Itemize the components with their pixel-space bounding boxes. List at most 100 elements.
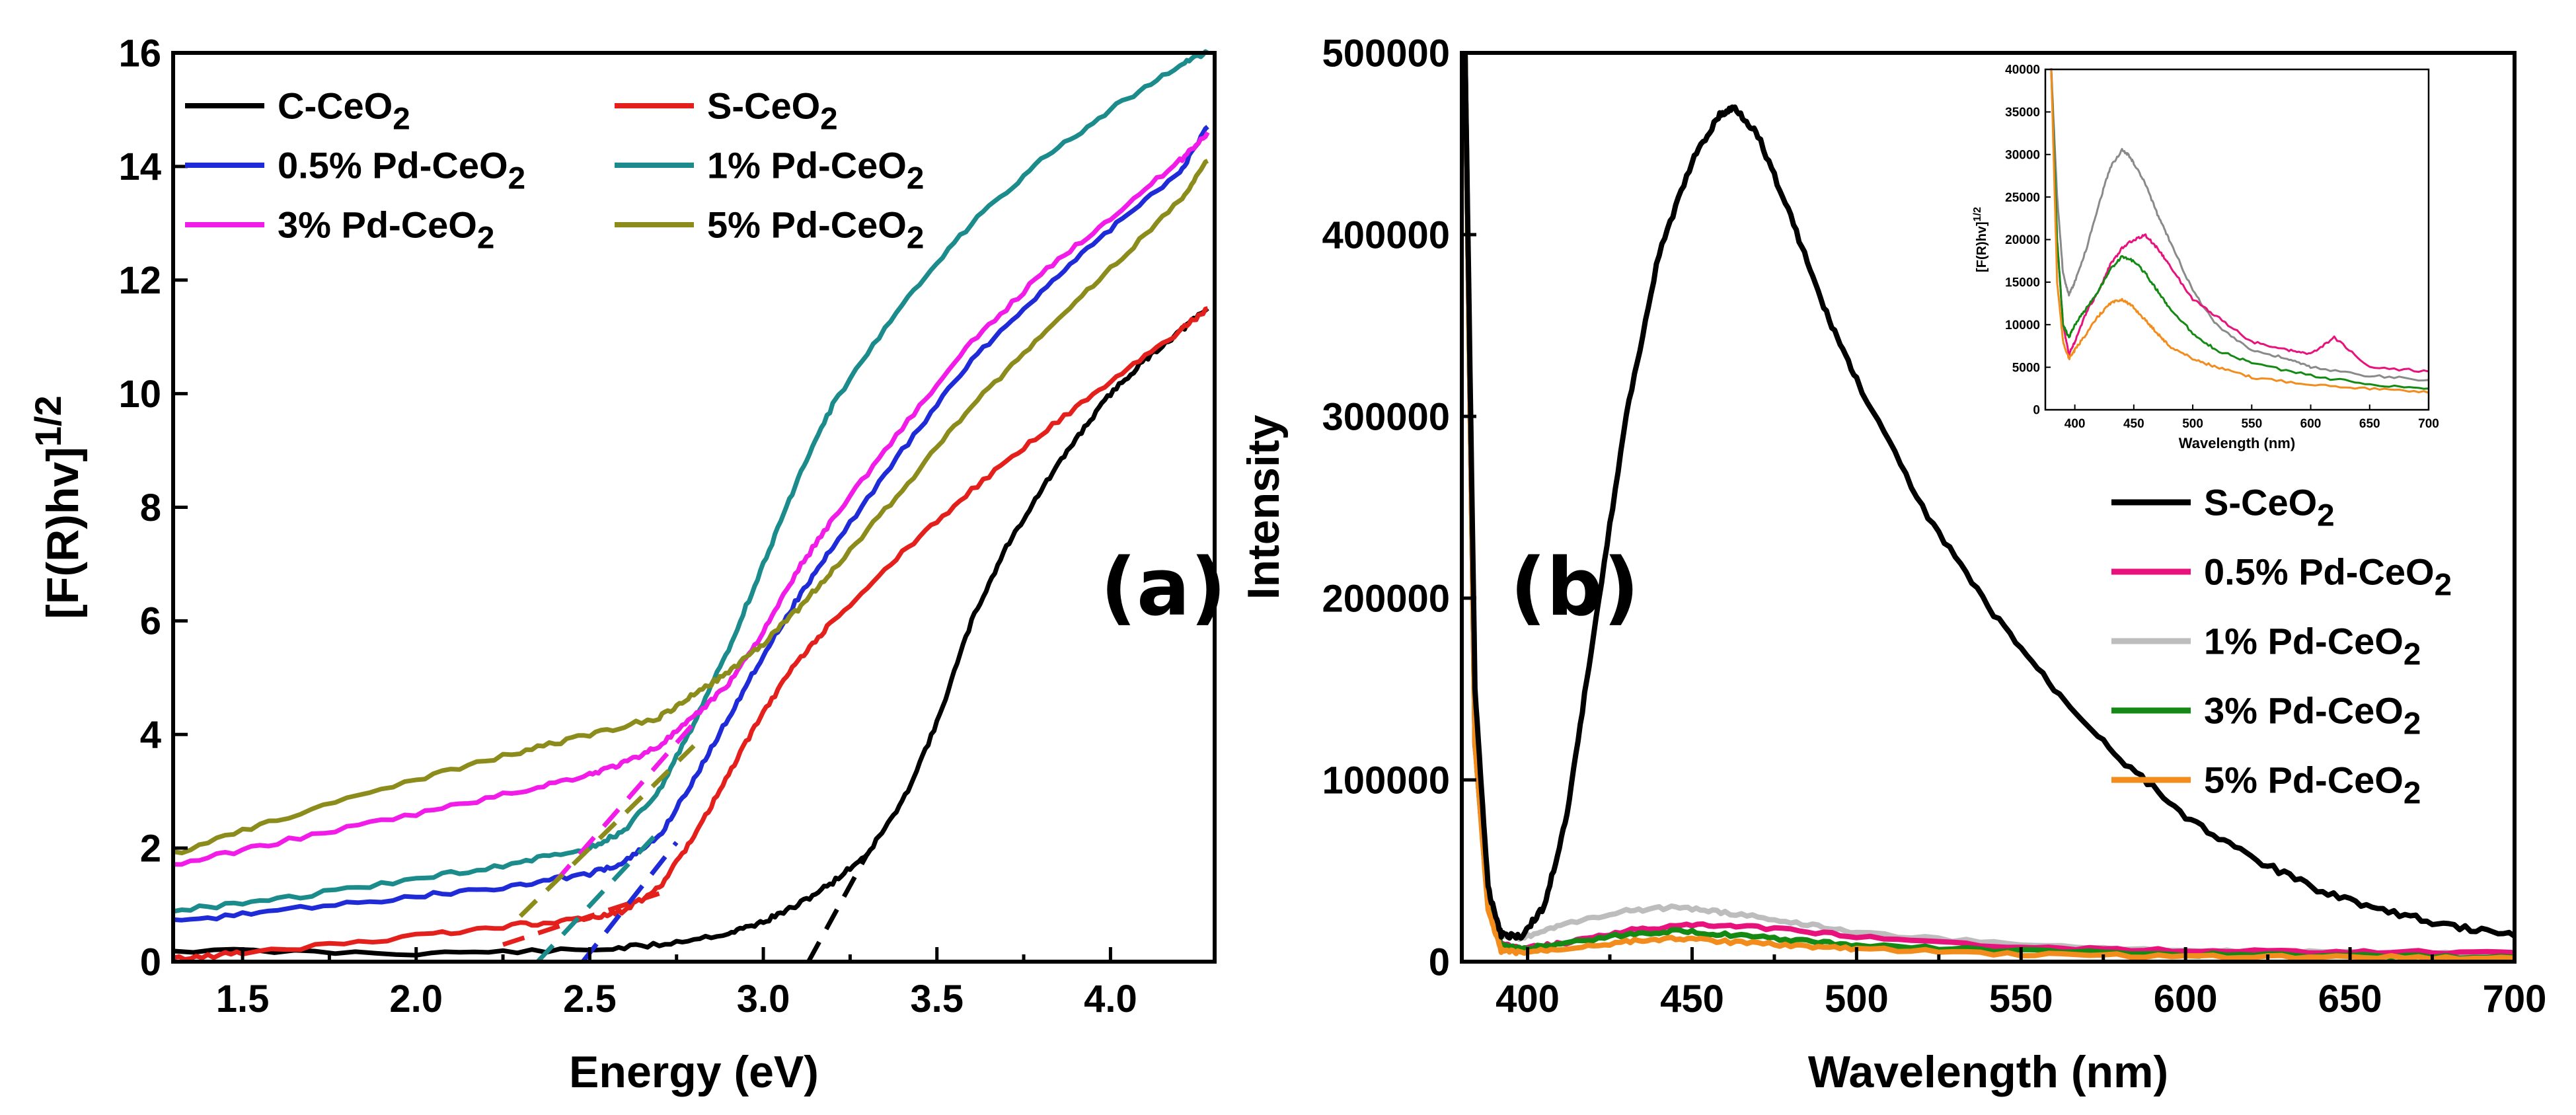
inset-y-tick-label: 5000	[2012, 361, 2040, 375]
inset-y-tick-label: 0	[2033, 404, 2040, 418]
inset-y-axis-title-sup: 1/2	[1972, 207, 1983, 221]
panel-b-legend-subscript: 2	[2435, 567, 2452, 602]
panel-a-x-tick-label: 3.0	[737, 978, 790, 1020]
inset-x-tick-label: 650	[2359, 417, 2380, 431]
panel-a-y-tick-label: 0	[140, 941, 161, 983]
panel-a-label: (a)	[1100, 542, 1227, 634]
panel-b-legend-label: 0.5% Pd-CeO2	[2204, 551, 2452, 603]
inset-y-axis-title-main: [F(R)hv]	[1975, 221, 1989, 272]
inset-series-line	[2050, 69, 2429, 394]
panel-b-y-tick-label: 100000	[1322, 759, 1450, 802]
panel-a-y-tick-label: 8	[140, 486, 161, 529]
inset-y-axis-title: [F(R)hv]1/2	[1972, 207, 1989, 272]
panel-a-legend-subscript: 2	[907, 161, 924, 196]
panel-a-series-line	[172, 307, 1209, 958]
panel-b-inset-chart: 400 450 500 550 600 650 700 0 5000 10000 15000 2000…	[1972, 63, 2439, 451]
panel-a-y-tick-label: 16	[118, 32, 161, 75]
inset-y-tick-label: 25000	[2005, 191, 2040, 205]
panel-a-legend-name: 3% Pd-CeO	[278, 204, 477, 246]
panel-a-legend-name: C-CeO	[278, 85, 393, 127]
panel-b-series-group	[1462, 53, 2515, 962]
panel-b-legend-label: 3% Pd-CeO2	[2204, 690, 2421, 742]
panel-b-legend-label: S-CeO2	[2204, 482, 2335, 533]
panel-a-plot-frame	[171, 51, 1217, 964]
panel-a-tangent-line	[581, 841, 679, 964]
inset-series-group	[2050, 68, 2429, 394]
inset-x-tick-label: 700	[2418, 417, 2439, 431]
panel-a-x-axis-title: Energy (eV)	[569, 1047, 819, 1097]
panel-b-plot-frame	[1460, 51, 2517, 964]
panel-a-legend-label: 1% Pd-CeO2	[707, 145, 924, 196]
panel-b-legend-name: 5% Pd-CeO	[2204, 759, 2404, 801]
panel-b-x-tick-label: 700	[2483, 978, 2547, 1020]
panel-a-legend-label: 3% Pd-CeO2	[278, 204, 494, 256]
inset-y-tick-label: 20000	[2005, 233, 2040, 247]
inset-background	[2045, 69, 2429, 410]
inset-x-tick-label: 600	[2300, 417, 2322, 431]
panel-a-series-line	[172, 306, 1209, 962]
panel-b-y-tick-label: 300000	[1322, 395, 1450, 438]
panel-b-x-tick-label: 600	[2154, 978, 2218, 1020]
panel-b-label: (b)	[1510, 542, 1640, 634]
panel-b-y-tick-label: 500000	[1322, 32, 1450, 75]
panel-b-legend-name: S-CeO	[2204, 482, 2317, 523]
panel-a-y-tick-label: 2	[140, 827, 161, 870]
panel-a-series-line	[172, 159, 1209, 856]
panel-b-series-line	[1462, 53, 2515, 941]
panel-a-tangent-line	[502, 891, 660, 947]
inset-series-line	[2050, 70, 2429, 390]
panel-b-legend-subscript: 2	[2404, 775, 2421, 810]
panel-a-y-axis-title: [F(R)hv]1/2	[27, 395, 88, 619]
panel-b-x-tick-label: 450	[1660, 978, 1724, 1020]
panel-a-legend-subscript: 2	[508, 161, 525, 196]
panel-a-y-tick-label: 12	[118, 259, 161, 302]
inset-ticks: 400 450 500 550 600 650 700 0 5000 10000 15000 2000…	[2005, 63, 2439, 431]
panel-b-ticks: 400 450 500 550 600 650 7000100000200000300000…	[1322, 32, 2546, 1020]
panel-b-legend-label: 1% Pd-CeO2	[2204, 621, 2421, 672]
panel-a-x-tick-label: 4.0	[1084, 978, 1137, 1020]
panel-a-x-tick-label: 2.0	[389, 978, 443, 1020]
panel-b-legend-name: 0.5% Pd-CeO	[2204, 551, 2435, 593]
panel-a-y-axis-title-main: [F(R)hv]	[38, 447, 88, 619]
inset-x-tick-label: 450	[2123, 417, 2144, 431]
panel-b-legend-name: 1% Pd-CeO	[2204, 621, 2404, 662]
panel-a-series-line	[172, 49, 1209, 914]
inset-y-tick-label: 10000	[2005, 319, 2040, 332]
panel-a-legend-subscript: 2	[393, 101, 410, 136]
panel-a-series-group	[172, 49, 1210, 964]
panel-a-legend-label: C-CeO2	[278, 85, 410, 137]
panel-b-chart: 400 450 500 550 600 650 7000100000200000300000…	[1238, 32, 2546, 1097]
inset-x-axis-title: Wavelength (nm)	[2179, 435, 2295, 451]
panel-a-legend-subscript: 2	[820, 101, 837, 136]
panel-b-x-tick-label: 500	[1825, 978, 1889, 1020]
panel-a-legend-name: 0.5% Pd-CeO	[278, 145, 508, 186]
panel-a-legend-name: S-CeO	[707, 85, 820, 127]
inset-y-tick-label: 15000	[2005, 276, 2040, 290]
panel-b-y-axis-title: Intensity	[1238, 415, 1289, 600]
panel-b-legend-subscript: 2	[2317, 498, 2334, 533]
panel-a-legend-label: 5% Pd-CeO2	[707, 204, 924, 256]
panel-b-legend-subscript: 2	[2404, 706, 2421, 741]
panel-b-legend-label: 5% Pd-CeO2	[2204, 759, 2421, 811]
panel-b-legend-name: 3% Pd-CeO	[2204, 690, 2404, 732]
panel-b-x-tick-label: 550	[1989, 978, 2053, 1020]
panel-a-legend-name: 1% Pd-CeO	[707, 145, 907, 186]
inset-y-tick-label: 40000	[2005, 63, 2040, 77]
panel-a-y-tick-label: 6	[140, 600, 161, 643]
panel-a-y-tick-label: 4	[140, 714, 161, 757]
panel-a-y-tick-label: 10	[118, 373, 161, 416]
svg-text:[F(R)hv]1/2: [F(R)hv]1/2	[27, 395, 88, 619]
panel-a-tangent-line	[536, 829, 662, 964]
panel-a-legend-name: 5% Pd-CeO	[707, 204, 907, 246]
panel-b-legend-subscript: 2	[2404, 636, 2421, 672]
panel-b-y-tick-label: 400000	[1322, 213, 1450, 256]
inset-y-tick-label: 35000	[2005, 106, 2040, 120]
inset-series-line	[2050, 68, 2429, 373]
panel-a-x-tick-label: 3.5	[910, 978, 964, 1020]
inset-x-tick-label: 550	[2241, 417, 2262, 431]
panel-a-ticks: 1.5 2.0 2.5 3.0 3.5 4.0 0 2 4 6 8 10 12 14 16	[118, 32, 1137, 1020]
panel-a-legend-subscript: 2	[907, 220, 924, 255]
panel-b-x-tick-label: 400	[1496, 978, 1560, 1020]
